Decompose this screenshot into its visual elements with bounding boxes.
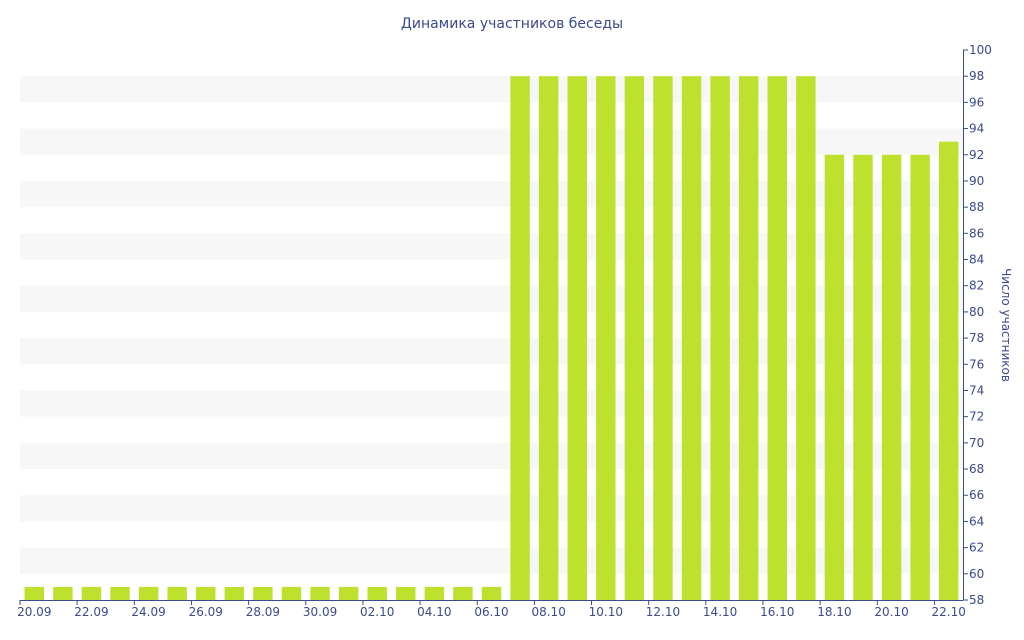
bar-09.10[interactable] xyxy=(567,76,587,600)
bar-29.09[interactable] xyxy=(281,586,302,600)
bar-18.10[interactable] xyxy=(824,154,845,600)
bar-23.09[interactable] xyxy=(110,586,130,600)
grid-band xyxy=(20,547,963,574)
bar-08.10[interactable] xyxy=(538,76,559,600)
bar-22.09[interactable] xyxy=(81,586,102,600)
bar-20.09[interactable] xyxy=(24,586,45,600)
bar-03.10[interactable] xyxy=(396,586,416,600)
x-tick-label: 04.10 xyxy=(417,605,451,619)
bar-14.10[interactable] xyxy=(710,76,730,600)
y-tick-label: 58 xyxy=(969,593,984,607)
y-tick-label: 70 xyxy=(969,436,984,450)
y-tick-label: 86 xyxy=(969,226,984,240)
y-tick-label: 90 xyxy=(969,174,984,188)
x-tick-label: 12.10 xyxy=(646,605,680,619)
x-tick-label: 26.09 xyxy=(189,605,223,619)
x-tick-label: 20.10 xyxy=(874,605,908,619)
bar-20.10[interactable] xyxy=(881,154,902,600)
bar-24.09[interactable] xyxy=(138,586,159,600)
x-tick-label: 06.10 xyxy=(474,605,508,619)
bar-02.10[interactable] xyxy=(367,586,387,600)
bar-11.10[interactable] xyxy=(624,76,645,600)
x-tick-label: 30.09 xyxy=(303,605,337,619)
y-tick-label: 84 xyxy=(969,253,984,267)
y-tick-label: 82 xyxy=(969,279,984,293)
grid-band xyxy=(20,76,963,103)
x-tick-label: 16.10 xyxy=(760,605,794,619)
grid-band xyxy=(20,128,963,155)
bar-19.10[interactable] xyxy=(853,154,873,600)
bar-21.09[interactable] xyxy=(53,586,73,600)
bar-06.10[interactable] xyxy=(481,586,502,600)
bar-13.10[interactable] xyxy=(681,76,702,600)
x-tick-label: 18.10 xyxy=(817,605,851,619)
chart-title: Динамика участников беседы xyxy=(401,16,623,32)
bar-16.10[interactable] xyxy=(767,76,787,600)
bar-07.10[interactable] xyxy=(510,76,530,600)
y-tick-label: 96 xyxy=(969,95,984,109)
bar-17.10[interactable] xyxy=(796,76,816,600)
bar-28.09[interactable] xyxy=(253,586,273,600)
y-tick-label: 92 xyxy=(969,148,984,162)
x-tick-label: 22.10 xyxy=(932,605,966,619)
bar-01.10[interactable] xyxy=(338,586,359,600)
grid-band xyxy=(20,442,963,470)
y-tick-label: 66 xyxy=(969,488,984,502)
x-tick-label: 22.09 xyxy=(74,605,108,619)
grid-bands xyxy=(20,76,963,574)
y-tick-label: 80 xyxy=(969,305,984,319)
y-axis: 58 60 62 64 66 68 70 72 74 76 78 80 82 84 86 88 90 92 94 96… xyxy=(963,43,992,607)
y-axis-label: Число участников xyxy=(999,268,1013,382)
y-tick-label: 72 xyxy=(969,410,984,424)
y-tick-label: 74 xyxy=(969,383,984,397)
x-tick-label: 08.10 xyxy=(531,605,565,619)
bar-10.10[interactable] xyxy=(596,76,616,600)
grid-band xyxy=(20,180,963,208)
x-tick-label: 14.10 xyxy=(703,605,737,619)
bar-04.10[interactable] xyxy=(424,586,445,600)
grid-band xyxy=(20,233,963,260)
x-tick-label: 24.09 xyxy=(131,605,165,619)
bar-21.10[interactable] xyxy=(910,154,930,600)
y-tick-label: 100 xyxy=(969,43,992,57)
x-tick-label: 10.10 xyxy=(589,605,623,619)
grid-band xyxy=(20,495,963,522)
x-tick-label: 20.09 xyxy=(17,605,51,619)
bar-27.09[interactable] xyxy=(224,586,245,600)
y-tick-label: 76 xyxy=(969,357,984,371)
bar-26.09[interactable] xyxy=(196,586,216,600)
grid-band xyxy=(20,390,963,417)
grid-band xyxy=(20,338,963,365)
y-tick-label: 94 xyxy=(969,122,984,136)
bar-12.10[interactable] xyxy=(653,76,673,600)
bar-25.09[interactable] xyxy=(167,586,187,600)
y-tick-label: 68 xyxy=(969,462,984,476)
x-tick-label: 02.10 xyxy=(360,605,394,619)
bar-15.10[interactable] xyxy=(738,76,759,600)
y-tick-label: 60 xyxy=(969,567,984,581)
bar-05.10[interactable] xyxy=(453,586,473,600)
y-tick-label: 78 xyxy=(969,331,984,345)
y-tick-label: 64 xyxy=(969,514,984,528)
bar-30.09[interactable] xyxy=(310,586,330,600)
x-tick-label: 28.09 xyxy=(246,605,280,619)
y-tick-label: 88 xyxy=(969,200,984,214)
y-tick-label: 98 xyxy=(969,69,984,83)
grid-band xyxy=(20,285,963,312)
bars xyxy=(24,76,959,600)
x-axis: 20.09 22.09 24.09 26.09 28.09 30.09 02.10 04.10… xyxy=(17,600,966,619)
y-tick-label: 62 xyxy=(969,541,984,555)
bar-22.10[interactable] xyxy=(938,141,959,600)
